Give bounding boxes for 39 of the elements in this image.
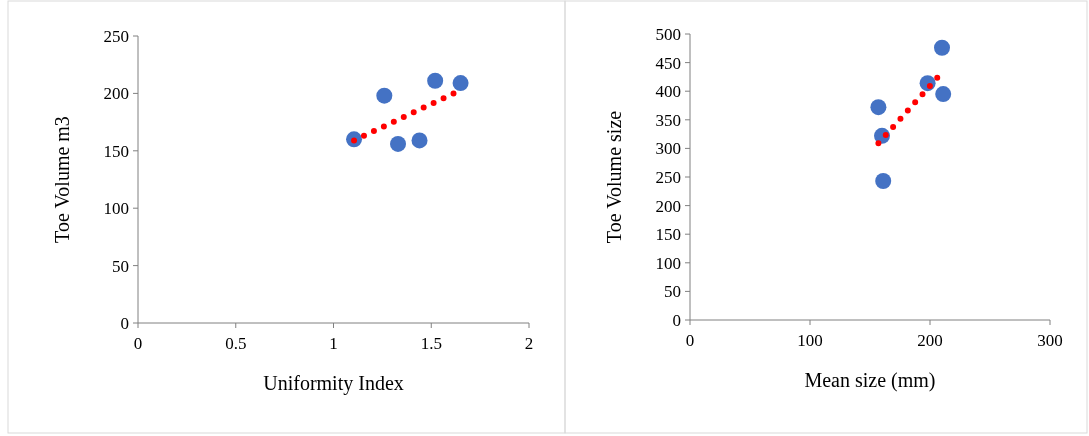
y-tick-label: 250 [103, 26, 129, 46]
y-tick-label: 300 [655, 139, 681, 159]
x-tick-label: 200 [917, 331, 943, 350]
x-axis-title: Mean size (mm) [804, 369, 936, 392]
point [934, 39, 950, 56]
point [452, 75, 469, 92]
y-tick-label: 100 [655, 253, 681, 273]
y-tick-label: 50 [664, 282, 681, 302]
y-tick-label: 0 [120, 313, 129, 333]
point [875, 173, 892, 189]
point [411, 132, 428, 149]
y-tick-label: 150 [103, 141, 129, 161]
y-tick-label: 150 [655, 225, 681, 245]
point [870, 99, 887, 116]
y-tick-label: 0 [672, 310, 681, 330]
x-axis-title: Uniformity Index [263, 372, 404, 395]
y-tick-label: 350 [655, 110, 681, 130]
x-tick-label: 100 [797, 331, 823, 350]
x-tick-label: 1.5 [420, 334, 442, 353]
point [376, 87, 393, 104]
y-tick-label: 100 [103, 199, 129, 219]
point [390, 135, 407, 152]
y-axis-title: Toe Volume m3 [51, 116, 73, 243]
point [427, 72, 444, 89]
x-tick-label: 300 [1037, 331, 1063, 350]
x-tick-label: 0.5 [225, 334, 247, 353]
y-tick-label: 200 [103, 84, 129, 104]
y-tick-label: 500 [655, 24, 681, 44]
point [935, 86, 952, 103]
y-tick-label: 450 [655, 53, 681, 73]
y-tick-label: 250 [655, 167, 681, 187]
y-tick-label: 200 [655, 196, 681, 216]
x-tick-label: 0 [685, 331, 695, 350]
x-tick-label: 2 [524, 334, 534, 353]
y-tick-label: 50 [112, 256, 129, 276]
y-axis-title: Toe Volume size [603, 110, 625, 244]
y-tick-label: 400 [655, 82, 681, 102]
x-tick-label: 1 [329, 334, 338, 353]
x-tick-label: 0 [133, 334, 143, 353]
